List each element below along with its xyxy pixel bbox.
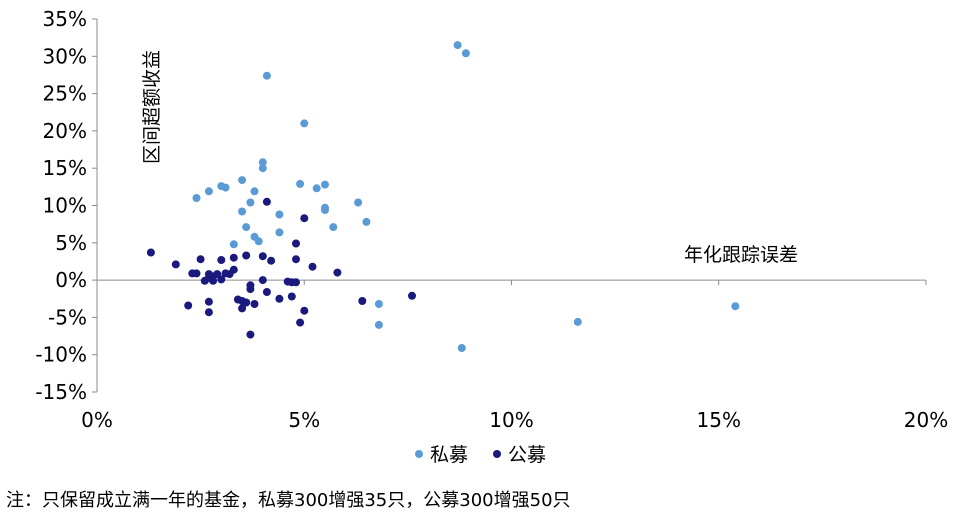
data-point bbox=[453, 41, 462, 50]
data-point bbox=[221, 183, 230, 192]
data-point bbox=[146, 248, 155, 257]
data-point bbox=[292, 255, 300, 264]
y-tick-label: 5% bbox=[55, 231, 87, 255]
data-point bbox=[308, 262, 317, 271]
x-tick-label: 0% bbox=[81, 408, 113, 432]
data-point bbox=[267, 256, 276, 265]
data-point bbox=[254, 237, 263, 246]
data-point bbox=[204, 187, 213, 196]
data-point bbox=[238, 176, 247, 185]
y-tick-label: 35% bbox=[43, 7, 87, 31]
data-point bbox=[300, 306, 309, 315]
x-axis-title: 年化跟踪误差 bbox=[684, 244, 798, 266]
data-point bbox=[374, 320, 383, 329]
data-point bbox=[246, 330, 255, 339]
data-point bbox=[333, 268, 342, 277]
data-points bbox=[146, 41, 740, 352]
data-point bbox=[258, 276, 267, 285]
data-point bbox=[258, 252, 267, 261]
data-point bbox=[225, 270, 234, 279]
legend-marker-private bbox=[415, 450, 423, 458]
x-tick-label: 20% bbox=[904, 408, 948, 432]
data-point bbox=[196, 255, 205, 264]
data-point bbox=[329, 223, 338, 232]
data-point bbox=[258, 164, 267, 173]
data-point bbox=[246, 285, 255, 294]
data-point bbox=[238, 207, 247, 216]
y-tick-label: 25% bbox=[43, 82, 87, 106]
data-point bbox=[258, 158, 267, 167]
data-point bbox=[358, 297, 367, 305]
data-point bbox=[461, 49, 470, 58]
data-point bbox=[209, 276, 218, 285]
data-point bbox=[238, 304, 247, 313]
data-point bbox=[242, 251, 251, 260]
y-tick-label: -15% bbox=[35, 380, 87, 404]
data-point bbox=[321, 206, 329, 214]
data-point bbox=[242, 298, 251, 307]
series-public bbox=[146, 197, 416, 339]
data-point bbox=[300, 214, 309, 223]
data-point bbox=[292, 278, 300, 287]
data-point bbox=[217, 256, 226, 264]
data-point bbox=[204, 308, 213, 317]
data-point bbox=[374, 300, 383, 308]
y-tick-label: 30% bbox=[43, 44, 87, 68]
data-point bbox=[217, 275, 226, 284]
x-tick-labels: 0% 5% 10% 15% 20% bbox=[81, 408, 948, 432]
data-point bbox=[229, 253, 238, 262]
scatter-chart: 35% 30% 25% 20% 15% 10% 5% 0% -5% -10% -15% 0% 5% 10… bbox=[35, 7, 948, 466]
data-point bbox=[300, 119, 309, 128]
data-point bbox=[262, 288, 271, 296]
data-point bbox=[171, 260, 180, 269]
y-tick-label: -5% bbox=[48, 305, 87, 329]
data-point bbox=[275, 294, 284, 303]
data-point bbox=[184, 301, 193, 310]
y-tick-labels: 35% 30% 25% 20% 15% 10% 5% 0% -5% -10% -15% bbox=[35, 7, 87, 404]
data-point bbox=[573, 317, 582, 326]
y-tick-label: 15% bbox=[43, 156, 87, 180]
data-point bbox=[275, 228, 284, 237]
x-tick-label: 10% bbox=[489, 408, 533, 432]
data-point bbox=[275, 210, 284, 219]
data-point bbox=[296, 179, 305, 188]
data-point bbox=[200, 276, 209, 285]
data-point bbox=[250, 187, 259, 196]
y-tick-label: 0% bbox=[55, 268, 87, 292]
data-point bbox=[192, 269, 201, 278]
data-point bbox=[354, 198, 363, 207]
data-point bbox=[250, 300, 259, 308]
data-point bbox=[192, 194, 201, 202]
series-private bbox=[192, 41, 740, 352]
axes bbox=[92, 18, 927, 393]
data-point bbox=[312, 184, 321, 193]
y-tick-label: 10% bbox=[43, 194, 87, 218]
legend-label-private: 私募 bbox=[430, 444, 468, 466]
data-point bbox=[262, 197, 271, 206]
data-point bbox=[296, 318, 305, 327]
footnote: 注：只保留成立满一年的基金，私募300增强35只，公募300增强50只 bbox=[6, 490, 571, 511]
data-point bbox=[408, 291, 416, 300]
data-point bbox=[242, 223, 251, 232]
data-point bbox=[731, 302, 740, 311]
data-point bbox=[246, 198, 255, 207]
data-point bbox=[292, 239, 300, 248]
x-tick-label: 15% bbox=[697, 408, 741, 432]
legend-marker-public bbox=[493, 450, 501, 458]
legend: 私募 公募 bbox=[415, 444, 546, 466]
data-point bbox=[362, 217, 371, 226]
data-point bbox=[204, 297, 213, 306]
legend-label-public: 公募 bbox=[508, 444, 546, 466]
x-tick-label: 5% bbox=[288, 408, 320, 432]
data-point bbox=[287, 292, 296, 301]
y-axis-title: 区间超额收益 bbox=[141, 50, 163, 164]
data-point bbox=[262, 71, 271, 80]
y-tick-label: 20% bbox=[43, 119, 87, 143]
y-tick-label: -10% bbox=[35, 343, 87, 367]
data-point bbox=[321, 180, 329, 189]
data-point bbox=[457, 344, 466, 352]
data-point bbox=[229, 240, 238, 249]
